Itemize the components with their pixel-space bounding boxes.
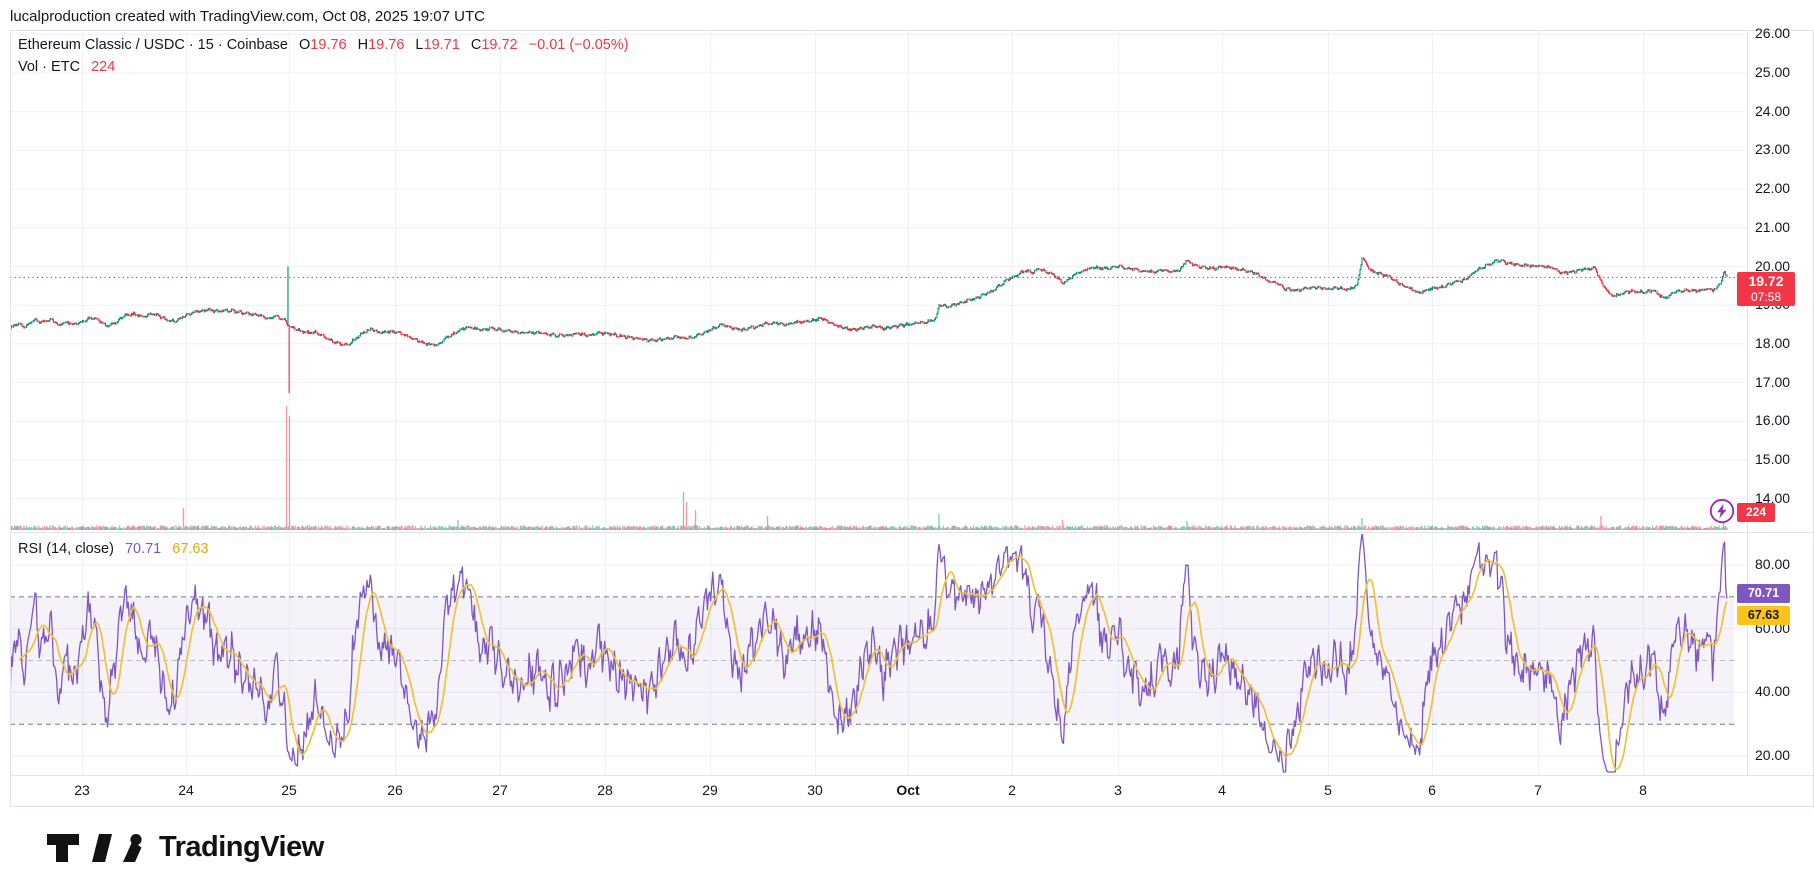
date-tick-label: Oct <box>896 782 920 798</box>
symbol-title: Ethereum Classic / USDC · 15 · Coinbase <box>18 37 288 53</box>
price-tick-label: 25.00 <box>1755 64 1791 80</box>
time-axis[interactable] <box>10 776 1747 806</box>
volume-label: Vol · ETC <box>18 59 81 75</box>
price-tick-label: 16.00 <box>1755 412 1791 429</box>
price-tick-label: 23.00 <box>1755 141 1791 158</box>
date-tick-label: 26 <box>387 782 403 798</box>
rsi-pane-plot-area[interactable] <box>10 534 1747 775</box>
price-tick-label: 22.00 <box>1755 180 1791 197</box>
date-tick-label: 7 <box>1534 782 1542 798</box>
volume-value: 224 <box>91 59 116 75</box>
price-tick-label: 15.00 <box>1755 451 1791 467</box>
date-tick-label: 24 <box>178 782 194 798</box>
volume-legend[interactable]: Vol · ETC 224 <box>18 59 115 75</box>
date-tick-label: 8 <box>1639 782 1647 798</box>
price-tick-label: 24.00 <box>1755 102 1791 119</box>
rsi-badge: 70.71 <box>1737 584 1790 603</box>
price-tick-label: 18.00 <box>1755 334 1791 351</box>
price-change: −0.01 (−0.05%) <box>528 37 629 53</box>
ohlc-high: H19.76 <box>357 37 405 53</box>
rsi-ma-value: 67.63 <box>172 541 209 557</box>
date-tick-label: 30 <box>807 782 823 798</box>
price-tick-label: 14.00 <box>1755 489 1791 506</box>
tradingview-logo-text: TradingView <box>159 831 324 863</box>
attribution-text: lucalproduction created with TradingView… <box>10 8 485 25</box>
tradingview-logo-mark <box>47 833 142 862</box>
rsi-tick-label: 20.00 <box>1755 747 1791 764</box>
price-tick-label: 26.00 <box>1755 25 1791 42</box>
date-tick-label: 25 <box>281 782 297 798</box>
rsi-tick-label: 80.00 <box>1755 556 1791 572</box>
ohlc-low: L19.71 <box>415 37 460 53</box>
ohlc-open: O19.76 <box>299 37 347 53</box>
date-tick-label: 2 <box>1008 782 1016 798</box>
rsi-tick-label: 40.00 <box>1755 683 1791 700</box>
date-tick-label: 6 <box>1428 782 1436 798</box>
rsi-value: 70.71 <box>124 541 162 557</box>
date-tick-label: 27 <box>492 782 508 798</box>
price-pane-plot-area[interactable] <box>10 31 1747 531</box>
date-tick-label: 28 <box>597 782 613 798</box>
boost-lightning-icon[interactable] <box>1706 495 1738 527</box>
rsi-label: RSI (14, close) <box>18 541 114 557</box>
last-price-badge: 19.72 07:58 <box>1737 272 1795 306</box>
price-tick-label: 17.00 <box>1755 373 1791 390</box>
date-tick-label: 23 <box>74 782 90 798</box>
date-tick-label: 3 <box>1114 782 1122 798</box>
last-price-value: 19.72 <box>1748 273 1784 290</box>
rsi-ma-badge: 67.63 <box>1737 606 1790 625</box>
ohlc-close: C19.72 <box>470 37 518 53</box>
price-tick-label: 20.00 <box>1755 257 1791 274</box>
countdown-timer: 07:58 <box>1750 290 1782 305</box>
date-tick-label: 5 <box>1324 782 1332 798</box>
tradingview-logo[interactable]: TradingView <box>45 831 324 864</box>
symbol-legend[interactable]: Ethereum Classic / USDC · 15 · Coinbase … <box>18 37 629 53</box>
volume-badge: 224 <box>1737 503 1775 522</box>
rsi-legend[interactable]: RSI (14, close) 70.71 67.63 <box>18 541 209 557</box>
date-tick-label: 4 <box>1218 782 1226 798</box>
price-tick-label: 21.00 <box>1755 218 1791 235</box>
date-tick-label: 29 <box>702 782 718 798</box>
